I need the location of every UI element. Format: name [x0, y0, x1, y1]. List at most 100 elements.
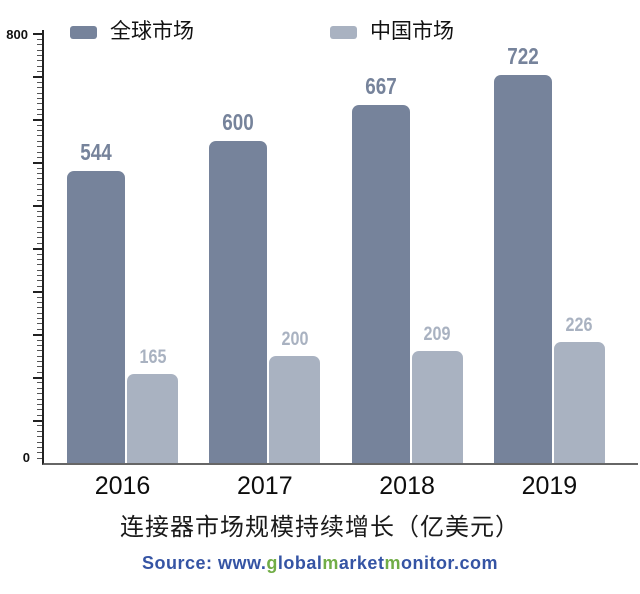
- y-minor-tick: [37, 323, 42, 325]
- y-major-tick: [33, 334, 42, 337]
- y-minor-tick: [37, 328, 42, 330]
- y-minor-tick: [37, 393, 42, 395]
- y-minor-tick: [37, 446, 42, 448]
- y-minor-tick: [37, 301, 42, 303]
- y-minor-tick: [37, 312, 42, 314]
- source-text: m: [384, 553, 401, 573]
- bar-value-label: 200: [281, 328, 309, 350]
- plot-area: 544 165 600 200 667 209 722 226: [33, 30, 638, 465]
- y-minor-tick: [37, 113, 42, 115]
- y-minor-tick: [37, 97, 42, 99]
- y-minor-tick: [37, 425, 42, 427]
- bar-global-2017: [209, 140, 268, 463]
- y-minor-tick: [37, 382, 42, 384]
- chart-title: 连接器市场规模持续增长（亿美元）: [120, 514, 520, 541]
- y-minor-tick: [37, 403, 42, 405]
- y-minor-tick: [37, 339, 42, 341]
- source-text: Source: www.: [142, 553, 267, 573]
- y-minor-tick: [37, 264, 42, 266]
- x-axis-label: 2016: [94, 472, 151, 500]
- y-minor-tick: [37, 366, 42, 368]
- y-minor-tick: [37, 242, 42, 244]
- source-line[interactable]: Source: www.globalmarketmonitor.com: [0, 553, 640, 574]
- legend-label-global: 全球市场: [110, 20, 194, 43]
- bar-global-2019: [493, 75, 552, 463]
- bar-china-2018: [411, 350, 463, 463]
- y-minor-tick: [37, 210, 42, 212]
- y-minor-tick: [37, 275, 42, 277]
- y-minor-tick: [37, 124, 42, 126]
- source-text: onitor.com: [400, 553, 498, 573]
- bar-china-2019: [553, 341, 605, 463]
- y-minor-tick: [37, 296, 42, 298]
- y-minor-tick: [37, 409, 42, 411]
- y-minor-tick: [37, 258, 42, 260]
- bar-value-label: 209: [423, 323, 451, 345]
- bar-china-2017: [269, 355, 321, 463]
- y-minor-tick: [37, 60, 42, 62]
- y-axis-max-label: 800: [6, 27, 28, 42]
- y-minor-tick: [37, 398, 42, 400]
- y-major-tick: [33, 162, 42, 165]
- y-minor-tick: [37, 44, 42, 46]
- y-minor-tick: [37, 253, 42, 255]
- y-minor-tick: [37, 108, 42, 110]
- y-minor-tick: [37, 457, 42, 459]
- bar-value-label: 544: [80, 138, 112, 165]
- bar-global-2016: [67, 170, 125, 463]
- y-minor-tick: [37, 151, 42, 153]
- y-minor-tick: [37, 307, 42, 309]
- y-minor-tick: [37, 54, 42, 56]
- y-minor-tick: [37, 183, 42, 185]
- y-major-tick: [33, 33, 42, 36]
- legend-item-global: 全球市场: [70, 20, 194, 44]
- y-major-tick: [33, 291, 42, 294]
- x-axis-label: 2019: [521, 472, 578, 500]
- bar-value-label: 165: [139, 347, 166, 369]
- y-minor-tick: [37, 87, 42, 89]
- y-minor-tick: [37, 371, 42, 373]
- y-minor-tick: [37, 167, 42, 169]
- bar-value-label: 722: [507, 43, 539, 70]
- y-minor-tick: [37, 318, 42, 320]
- bar-value-label: 600: [222, 108, 255, 135]
- y-minor-tick: [37, 269, 42, 271]
- y-minor-tick: [37, 441, 42, 443]
- y-minor-tick: [37, 71, 42, 73]
- y-minor-tick: [37, 92, 42, 94]
- source-text: m: [322, 553, 339, 573]
- y-minor-tick: [37, 430, 42, 432]
- y-minor-tick: [37, 135, 42, 137]
- y-major-tick: [33, 119, 42, 122]
- source-text: lobal: [277, 553, 323, 573]
- y-minor-tick: [37, 221, 42, 223]
- y-minor-tick: [37, 103, 42, 105]
- y-minor-tick: [37, 232, 42, 234]
- y-minor-tick: [37, 414, 42, 416]
- y-minor-tick: [37, 285, 42, 287]
- source-text: g: [266, 553, 278, 573]
- bar-value-label: 667: [364, 72, 397, 99]
- y-minor-tick: [37, 350, 42, 352]
- y-major-tick: [33, 76, 42, 79]
- source-text: arket: [338, 553, 385, 573]
- y-minor-tick: [37, 173, 42, 175]
- x-axis-label: 2017: [236, 472, 293, 500]
- y-minor-tick: [37, 156, 42, 158]
- y-minor-tick: [37, 189, 42, 191]
- legend-swatch-global: [70, 25, 97, 39]
- y-minor-tick: [37, 140, 42, 142]
- y-axis-min-label: 0: [22, 450, 30, 465]
- y-minor-tick: [37, 344, 42, 346]
- y-minor-tick: [37, 436, 42, 438]
- y-major-tick: [33, 377, 42, 380]
- y-minor-tick: [37, 146, 42, 148]
- y-minor-tick: [37, 38, 42, 40]
- y-minor-tick: [37, 199, 42, 201]
- x-axis-label: 2018: [379, 472, 435, 500]
- y-major-tick: [33, 420, 42, 423]
- y-minor-tick: [37, 237, 42, 239]
- bar-china-2016: [127, 374, 178, 463]
- legend-item-china: 中国市场: [330, 20, 454, 44]
